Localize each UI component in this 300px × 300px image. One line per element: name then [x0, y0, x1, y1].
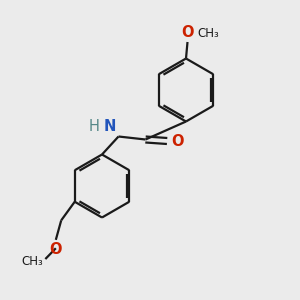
Text: O: O [181, 25, 194, 40]
Text: O: O [171, 134, 184, 148]
Text: O: O [50, 242, 62, 257]
Text: N: N [104, 119, 116, 134]
Text: CH₃: CH₃ [21, 255, 43, 268]
Text: CH₃: CH₃ [197, 27, 219, 40]
Text: H: H [89, 119, 100, 134]
